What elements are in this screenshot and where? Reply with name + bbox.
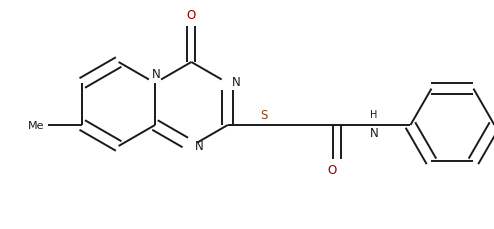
Text: N: N	[370, 126, 378, 139]
Text: S: S	[261, 109, 268, 121]
Text: N: N	[152, 68, 161, 81]
Text: O: O	[328, 164, 337, 177]
Text: Me: Me	[28, 120, 45, 131]
Text: N: N	[195, 140, 204, 153]
Text: H: H	[370, 109, 377, 120]
Text: N: N	[232, 76, 241, 89]
Text: O: O	[187, 9, 196, 22]
